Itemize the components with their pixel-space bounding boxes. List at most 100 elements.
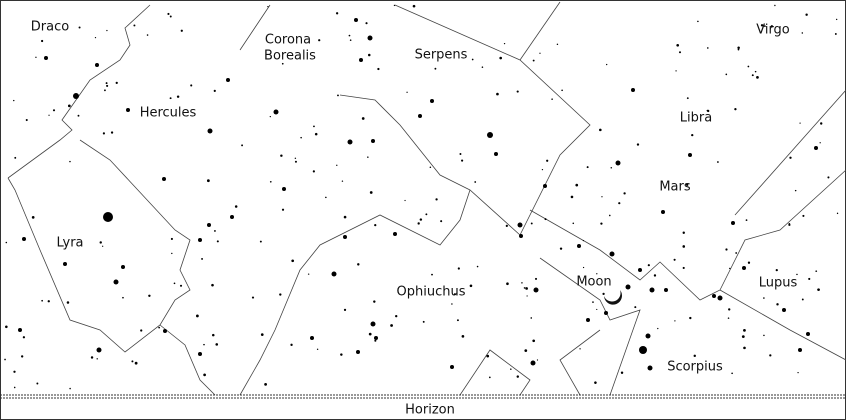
star <box>269 180 272 183</box>
star <box>103 212 113 222</box>
star <box>596 308 598 311</box>
star <box>661 210 665 214</box>
star <box>604 311 608 315</box>
constellation-label: Hercules <box>140 106 197 121</box>
star <box>230 215 234 219</box>
star <box>474 181 477 183</box>
star <box>422 320 425 323</box>
star <box>600 222 603 225</box>
star <box>727 317 730 319</box>
star <box>799 122 801 124</box>
star <box>620 371 624 374</box>
star <box>592 301 594 303</box>
star <box>712 294 716 298</box>
star <box>440 220 443 223</box>
star <box>179 284 183 287</box>
star <box>582 266 585 269</box>
star <box>121 265 125 269</box>
star <box>689 316 692 320</box>
star <box>418 114 422 118</box>
star <box>113 279 119 285</box>
star <box>534 277 538 280</box>
star <box>173 282 176 285</box>
star <box>834 33 837 35</box>
star <box>115 81 118 84</box>
star <box>259 240 262 243</box>
star <box>318 39 321 42</box>
star <box>203 343 205 346</box>
star <box>789 156 792 159</box>
star <box>801 298 804 301</box>
star <box>717 295 723 301</box>
star <box>122 296 124 299</box>
star <box>106 84 109 87</box>
star <box>69 160 71 163</box>
star <box>5 325 8 329</box>
star <box>453 293 456 296</box>
star <box>776 303 779 306</box>
star <box>769 354 772 357</box>
star <box>146 34 149 36</box>
star <box>417 222 420 225</box>
star <box>735 252 738 254</box>
star <box>743 346 746 350</box>
star <box>343 235 347 239</box>
constellation-label: Libra <box>680 111 712 126</box>
star <box>737 46 740 50</box>
star <box>359 58 363 62</box>
star <box>22 237 26 241</box>
star <box>745 219 748 222</box>
star <box>367 156 369 158</box>
star <box>5 241 8 244</box>
star <box>797 371 799 374</box>
star <box>44 56 48 60</box>
star <box>241 144 244 147</box>
star <box>770 25 774 28</box>
star <box>374 339 377 342</box>
star <box>725 73 728 76</box>
star <box>798 348 802 352</box>
star <box>374 336 378 340</box>
star <box>162 177 166 181</box>
star <box>649 287 655 293</box>
star <box>647 264 650 267</box>
star <box>290 343 293 346</box>
star <box>367 35 373 41</box>
star <box>691 133 694 137</box>
star <box>354 18 358 22</box>
star <box>686 97 689 100</box>
star <box>693 354 696 358</box>
star <box>337 94 339 97</box>
star <box>510 368 512 370</box>
star <box>678 51 682 54</box>
star <box>212 333 215 337</box>
star <box>586 318 590 322</box>
star <box>374 224 377 227</box>
star <box>754 70 757 73</box>
star <box>519 234 523 238</box>
star <box>615 160 621 166</box>
star <box>634 306 637 309</box>
star <box>525 287 528 290</box>
star <box>601 196 603 198</box>
star <box>605 63 608 66</box>
star <box>148 294 151 298</box>
star <box>133 24 136 27</box>
star <box>451 303 453 305</box>
star <box>516 375 519 378</box>
star <box>575 183 579 187</box>
star <box>751 74 754 77</box>
star <box>523 287 526 289</box>
star <box>647 365 653 371</box>
star <box>794 189 797 192</box>
star <box>556 43 559 46</box>
star <box>201 257 204 260</box>
star <box>336 164 338 166</box>
star <box>134 361 138 365</box>
star <box>645 333 651 339</box>
star <box>69 387 71 390</box>
star <box>526 295 528 297</box>
star <box>688 153 692 157</box>
star <box>582 239 585 242</box>
star <box>551 98 553 100</box>
